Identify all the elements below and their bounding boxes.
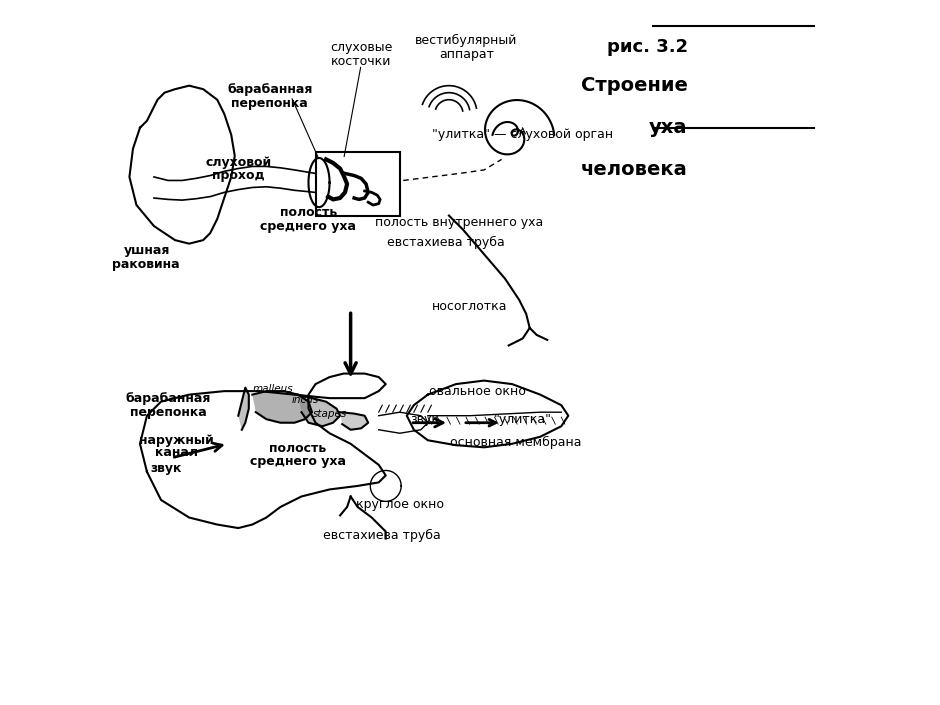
Text: "улитка" — слуховой орган: "улитка" — слуховой орган xyxy=(432,128,613,141)
Text: овальное окно: овальное окно xyxy=(429,385,525,398)
Text: основная мембрана: основная мембрана xyxy=(450,436,582,449)
Polygon shape xyxy=(238,388,249,430)
Text: "улитка": "улитка" xyxy=(494,412,552,426)
Text: слуховой: слуховой xyxy=(205,157,272,169)
Text: среднего уха: среднего уха xyxy=(260,219,356,233)
Text: stapes: stapes xyxy=(312,410,347,419)
Text: полость: полость xyxy=(270,442,326,455)
Text: человека: человека xyxy=(581,161,688,179)
Text: носоглотка: носоглотка xyxy=(432,300,508,313)
Bar xyxy=(316,152,400,216)
Text: уха: уха xyxy=(650,118,688,137)
Text: евстахиева труба: евстахиева труба xyxy=(386,235,504,249)
Text: слуховые: слуховые xyxy=(330,40,392,54)
Text: раковина: раковина xyxy=(112,258,180,271)
Text: барабанная: барабанная xyxy=(227,82,313,96)
Text: перепонка: перепонка xyxy=(231,97,308,110)
Text: проход: проход xyxy=(212,169,265,182)
Polygon shape xyxy=(298,395,340,427)
Polygon shape xyxy=(340,412,368,430)
Text: канал: канал xyxy=(155,446,198,460)
Text: наружный: наружный xyxy=(139,434,213,447)
Text: перепонка: перепонка xyxy=(130,405,207,419)
Text: косточки: косточки xyxy=(331,54,391,68)
Text: полость внутреннего уха: полость внутреннего уха xyxy=(375,216,543,229)
Text: среднего уха: среднего уха xyxy=(250,455,346,468)
Text: полость: полость xyxy=(280,206,337,219)
Text: ушная: ушная xyxy=(124,244,170,257)
Text: вестибулярный: вестибулярный xyxy=(415,33,518,47)
Text: рис. 3.2: рис. 3.2 xyxy=(606,38,688,56)
Text: звук: звук xyxy=(410,412,439,426)
Text: аппарат: аппарат xyxy=(439,47,494,61)
Polygon shape xyxy=(252,391,312,423)
Text: барабанная: барабанная xyxy=(125,392,211,405)
Text: звук: звук xyxy=(150,462,181,475)
Text: malleus: malleus xyxy=(253,384,293,394)
Text: incus: incus xyxy=(291,396,319,405)
Text: круглое окно: круглое окно xyxy=(355,498,444,511)
Text: Строение: Строение xyxy=(581,76,688,95)
Text: евстахиева труба: евстахиева труба xyxy=(323,529,441,541)
